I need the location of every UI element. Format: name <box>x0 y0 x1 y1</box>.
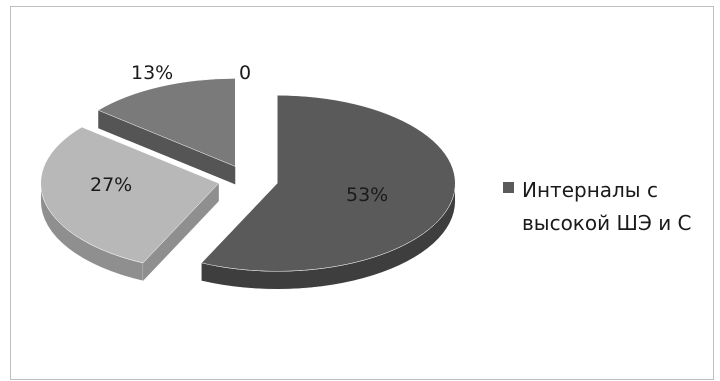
pie-slice-edge-13-0 <box>98 110 236 185</box>
pie-slice-13 <box>97 78 236 185</box>
pie-slice-edge-27-0 <box>143 183 219 281</box>
legend-label-line2: высокой ШЭ и С <box>522 211 692 235</box>
pie-slice-27 <box>40 126 220 282</box>
data-label-53: 53% <box>346 184 388 206</box>
pie-slice-top-53 <box>201 95 456 272</box>
pie-slice-53 <box>201 95 456 290</box>
pie-slice-top-27 <box>40 126 220 264</box>
legend-label-line1: Интерналы с <box>522 178 658 202</box>
pie-layer <box>40 78 456 290</box>
pie-slice-top-13 <box>97 78 236 167</box>
legend-swatch <box>503 182 514 193</box>
data-label-27: 27% <box>90 174 132 196</box>
data-label-0: 0 <box>239 62 251 84</box>
data-label-13: 13% <box>131 62 173 84</box>
